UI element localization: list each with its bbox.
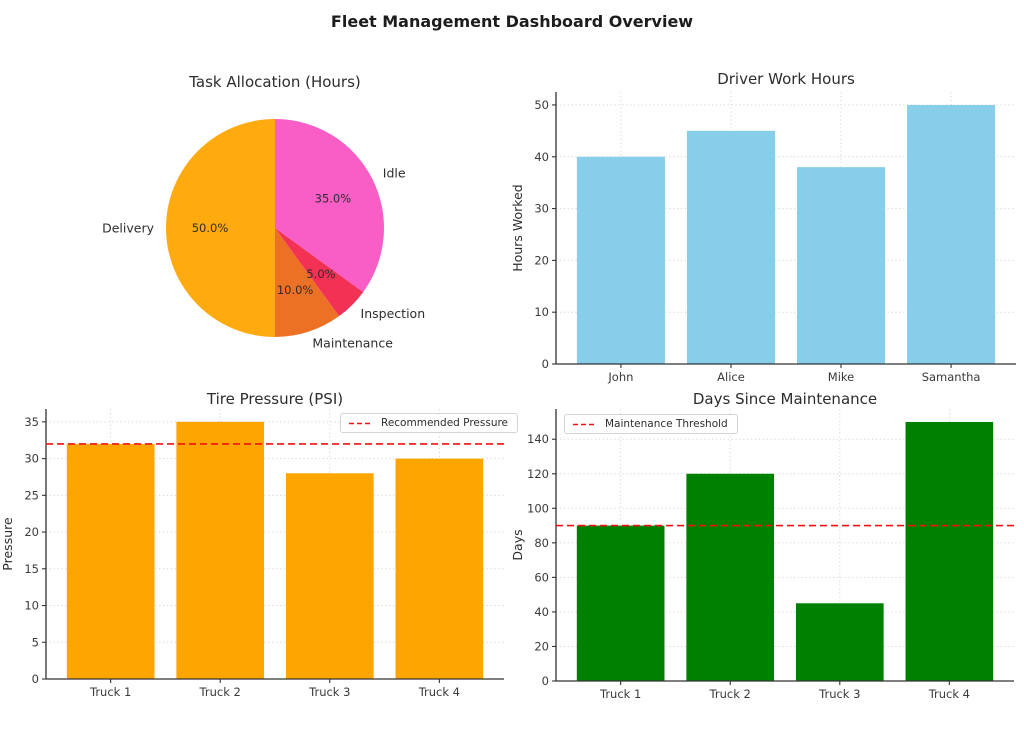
pie-chart-task-allocation: Task Allocation (Hours) 50.0% Delivery 10.… bbox=[0, 60, 512, 390]
pie-slice-maintenance bbox=[275, 228, 340, 337]
y-tick-label: 20 bbox=[534, 639, 549, 653]
y-tick-label: 5 bbox=[32, 635, 39, 649]
y-tick-label: 10 bbox=[534, 305, 549, 319]
y-tick-label: 80 bbox=[534, 536, 549, 550]
pie-percent-label: 35.0% bbox=[315, 191, 352, 205]
chart-title-driver-work-hours: Driver Work Hours bbox=[717, 70, 855, 88]
y-tick-label: 140 bbox=[527, 432, 549, 446]
y-tick-label: 10 bbox=[24, 599, 39, 613]
pie-slice-idle bbox=[275, 119, 385, 293]
dashed-line-sample-icon bbox=[349, 422, 373, 424]
legend-recommended-pressure: Recommended Pressure bbox=[340, 413, 519, 433]
bar-truck-3 bbox=[795, 603, 884, 681]
bar-chart-tire-pressure: Tire Pressure (PSI) 0 5 10 15 20 25 30 35 Truck … bbox=[0, 385, 519, 731]
x-tick-label: Truck 2 bbox=[709, 687, 751, 701]
page-title: Fleet Management Dashboard Overview bbox=[330, 12, 694, 31]
y-tick-label: 35 bbox=[24, 415, 39, 429]
y-tick-label: 50 bbox=[534, 98, 549, 112]
y-tick-label: 40 bbox=[534, 150, 549, 164]
x-tick-label: Truck 4 bbox=[418, 685, 460, 699]
bar-chart-days-since-maintenance: Days Since Maintenance 0 20 40 60 80 100 120 14… bbox=[512, 385, 1024, 731]
y-axis-label: Days bbox=[512, 529, 525, 560]
x-tick-label: John bbox=[607, 370, 633, 384]
driver-hours-canvas: 0 10 20 30 40 50 John Alice Mike Samantha Hours Wo… bbox=[512, 92, 1016, 384]
bar-john bbox=[576, 156, 665, 364]
bar-truck-2 bbox=[176, 421, 265, 679]
y-tick-label: 0 bbox=[542, 674, 549, 688]
x-tick-label: Truck 2 bbox=[199, 685, 241, 699]
chart-title-tire-pressure: Tire Pressure (PSI) bbox=[206, 390, 344, 408]
bar-truck-1 bbox=[66, 443, 155, 679]
x-tick-label: Alice bbox=[717, 370, 745, 384]
legend-label: Recommended Pressure bbox=[381, 417, 509, 429]
y-tick-label: 25 bbox=[24, 488, 39, 502]
y-axis-label: Pressure bbox=[0, 517, 15, 571]
bar-truck-1 bbox=[576, 525, 665, 681]
x-tick-label: Truck 3 bbox=[308, 685, 350, 699]
x-tick-label: Truck 3 bbox=[818, 687, 860, 701]
bar-truck-2 bbox=[686, 473, 775, 681]
dashed-line-sample-icon bbox=[573, 423, 597, 425]
y-tick-label: 40 bbox=[534, 605, 549, 619]
y-tick-label: 120 bbox=[527, 467, 549, 481]
y-tick-label: 60 bbox=[534, 570, 549, 584]
bar-truck-3 bbox=[285, 473, 374, 679]
y-tick-label: 30 bbox=[24, 452, 39, 466]
y-axis-label: Hours Worked bbox=[512, 184, 525, 271]
pie-slice-label: Inspection bbox=[361, 306, 426, 321]
bar-chart-driver-work-hours: Driver Work Hours 0 10 20 30 40 50 John Alice Mi… bbox=[512, 60, 1024, 390]
chart-title-days-since-maintenance: Days Since Maintenance bbox=[692, 390, 878, 408]
bar-samantha bbox=[907, 104, 996, 364]
pie-slice-inspection bbox=[275, 228, 364, 317]
pie-percent-label: 50.0% bbox=[192, 221, 229, 235]
y-tick-label: 15 bbox=[24, 562, 39, 576]
pie-slice-label: Maintenance bbox=[312, 336, 393, 351]
y-tick-label: 20 bbox=[534, 253, 549, 267]
y-tick-label: 0 bbox=[32, 672, 39, 686]
y-tick-label: 0 bbox=[542, 357, 549, 371]
x-tick-label: Samantha bbox=[922, 370, 981, 384]
x-tick-label: Truck 1 bbox=[599, 687, 641, 701]
bar-truck-4 bbox=[905, 421, 994, 681]
y-tick-label: 30 bbox=[534, 202, 549, 216]
legend-label: Maintenance Threshold bbox=[605, 418, 728, 430]
pie-slice-label: Delivery bbox=[102, 221, 154, 236]
legend-maintenance-threshold: Maintenance Threshold bbox=[564, 414, 738, 434]
pie-percent-label: 10.0% bbox=[277, 283, 314, 297]
pie-slice-label: Idle bbox=[383, 166, 406, 181]
bar-truck-4 bbox=[395, 458, 484, 679]
pie-slice-delivery bbox=[166, 119, 275, 337]
pie-chart-canvas: 50.0% Delivery 10.0% Maintenance 5.0% Inspect… bbox=[102, 119, 426, 351]
chart-title-task-allocation: Task Allocation (Hours) bbox=[189, 73, 361, 91]
pie-percent-label: 5.0% bbox=[306, 267, 335, 281]
x-tick-label: Mike bbox=[828, 370, 854, 384]
y-tick-label: 100 bbox=[527, 501, 549, 515]
y-tick-label: 20 bbox=[24, 525, 39, 539]
days-maintenance-canvas: 0 20 40 60 80 100 120 140 Truck 1 Truck 2 Truck 3 T… bbox=[512, 409, 1014, 701]
x-tick-label: Truck 1 bbox=[89, 685, 131, 699]
x-tick-label: Truck 4 bbox=[928, 687, 970, 701]
bar-mike bbox=[797, 167, 886, 364]
bar-alice bbox=[686, 130, 775, 364]
tire-pressure-canvas: 0 5 10 15 20 25 30 35 Truck 1 Truck 2 Truck 3 Truck… bbox=[0, 409, 504, 699]
